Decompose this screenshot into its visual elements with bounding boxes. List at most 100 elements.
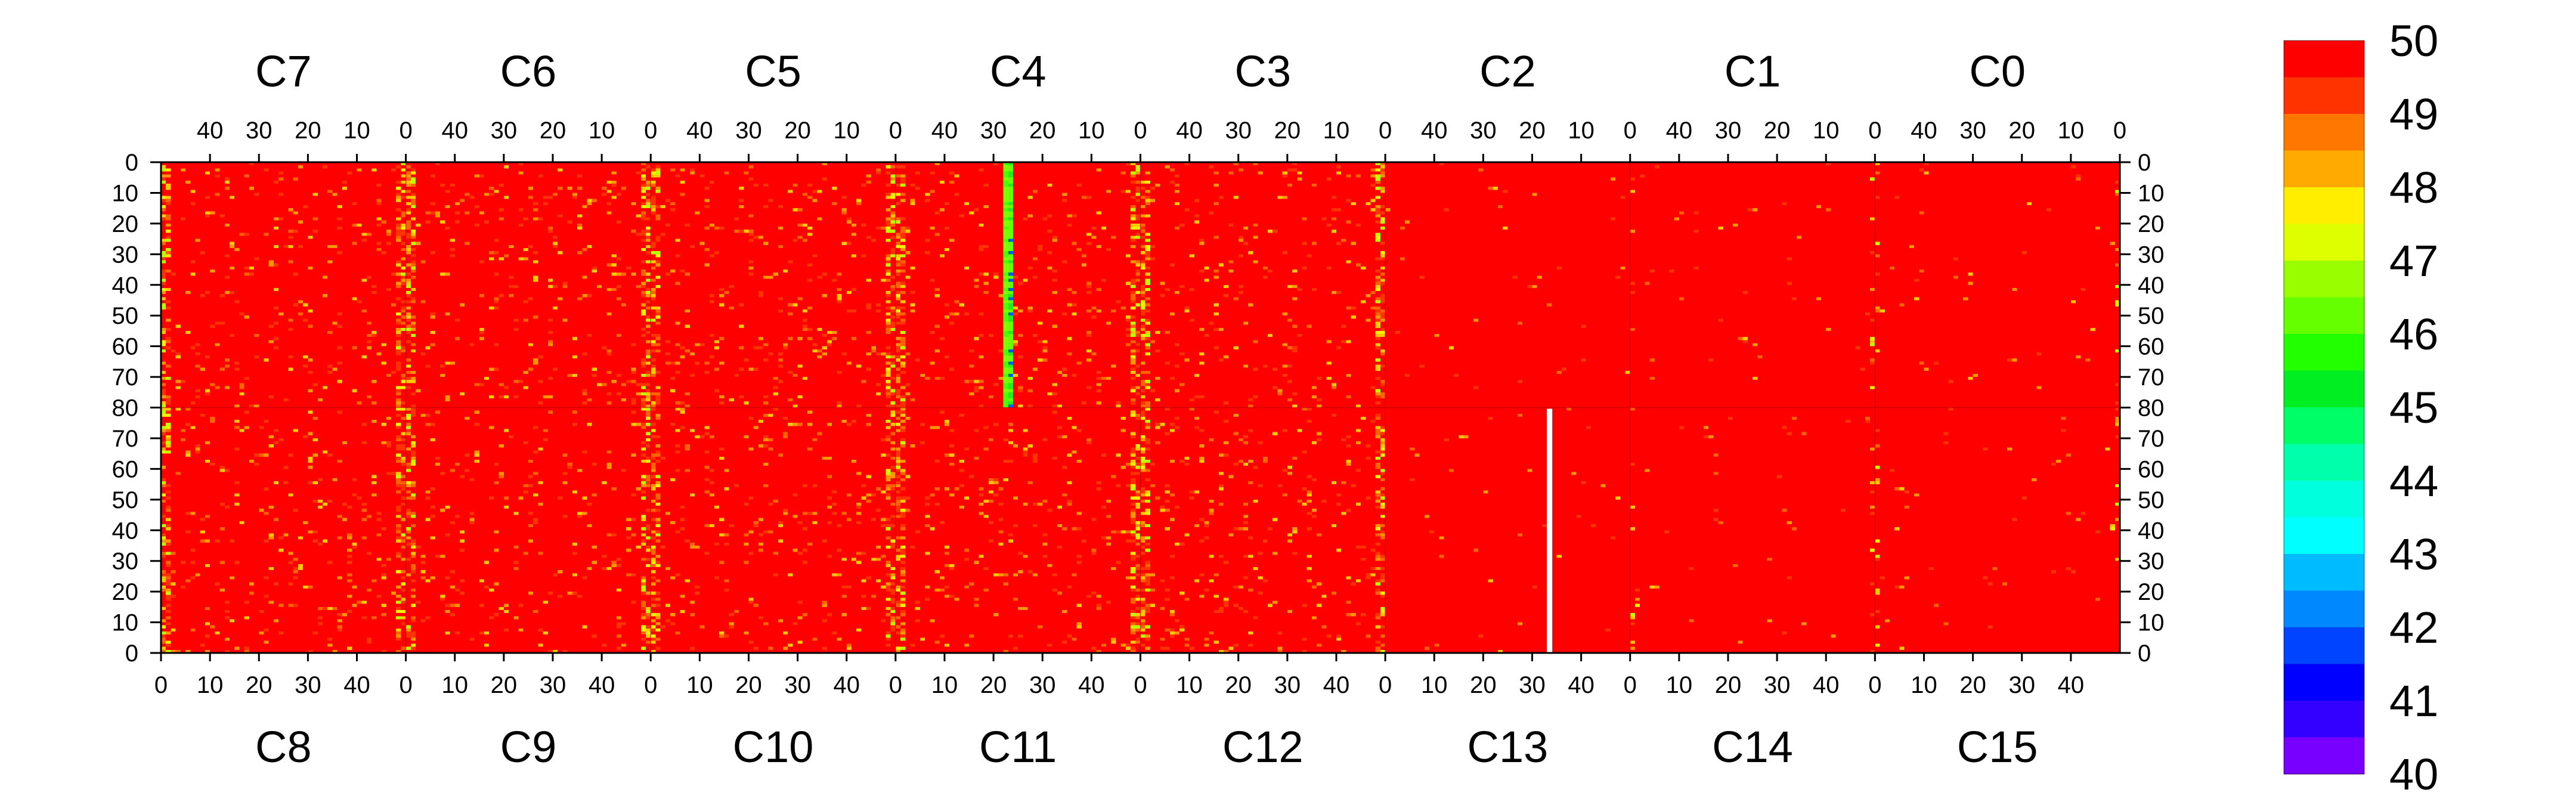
left-tick-label: 60 xyxy=(112,456,139,482)
top-tick-label: 10 xyxy=(1568,117,1594,144)
top-tick-label: 10 xyxy=(1813,117,1840,144)
bottom-tick-label: 10 xyxy=(1911,672,1937,698)
bottom-tick-label: 0 xyxy=(889,672,902,698)
bottom-tick-label: 40 xyxy=(1323,672,1350,698)
left-tick-label: 0 xyxy=(125,150,138,176)
top-tick-label: 40 xyxy=(931,117,958,144)
bottom-tick-label: 40 xyxy=(589,672,615,698)
bottom-tick-label: 10 xyxy=(1176,672,1203,698)
bottom-tick-label: 30 xyxy=(540,672,566,698)
color-scale-bar: 50 49 48 47 46 45 44 43 42 41 40 xyxy=(2283,16,2438,799)
colorbar-label: 43 xyxy=(2389,530,2438,579)
panel-label-c0: C0 xyxy=(1969,47,2026,96)
bottom-tick-label: 30 xyxy=(784,672,811,698)
left-tick-label: 70 xyxy=(112,426,139,452)
bottom-tick-label: 30 xyxy=(1764,672,1791,698)
bottom-tick-label: 10 xyxy=(197,672,224,698)
left-tick-label: 60 xyxy=(112,334,139,360)
right-tick-label: 60 xyxy=(2138,334,2165,360)
left-tick-label: 0 xyxy=(125,640,138,667)
top-tick-label: 40 xyxy=(1421,117,1448,144)
bottom-tick-label: 0 xyxy=(644,672,657,698)
colorbar-label: 45 xyxy=(2389,383,2438,432)
bottom-tick-label: 20 xyxy=(735,672,762,698)
bottom-tick-label: 10 xyxy=(1421,672,1448,698)
panel-label-c6: C6 xyxy=(500,47,557,96)
top-tick-label: 20 xyxy=(1274,117,1301,144)
colorbar-label: 49 xyxy=(2389,89,2438,139)
right-y-ticks: 0 10 20 30 40 50 60 70 80 70 60 50 40 30 20 10 0 xyxy=(2120,150,2165,667)
colorbar-segment xyxy=(2284,77,2364,114)
bottom-tick-label: 0 xyxy=(1379,672,1392,698)
empty-column-gap xyxy=(1547,408,1553,653)
panel-label-c5: C5 xyxy=(745,47,801,96)
colorbar-segment xyxy=(2284,370,2364,408)
colorbar-segment xyxy=(2284,481,2364,518)
bottom-tick-label: 40 xyxy=(1078,672,1105,698)
top-tick-label: 10 xyxy=(589,117,615,144)
bottom-tick-label: 20 xyxy=(1225,672,1252,698)
left-tick-label: 70 xyxy=(112,364,139,391)
colorbar-segment xyxy=(2284,517,2364,555)
panel-label-c9: C9 xyxy=(500,722,557,772)
left-tick-label: 40 xyxy=(112,518,139,544)
top-tick-label: 30 xyxy=(491,117,518,144)
right-tick-label: 50 xyxy=(2138,487,2165,513)
colorbar-segment xyxy=(2284,224,2364,261)
panel-label-c14: C14 xyxy=(1712,722,1793,772)
right-tick-label: 10 xyxy=(2138,180,2165,206)
top-tick-label: 30 xyxy=(1715,117,1742,144)
right-tick-label: 0 xyxy=(2138,640,2151,667)
top-tick-label: 10 xyxy=(1078,117,1105,144)
bottom-tick-label: 40 xyxy=(1813,672,1840,698)
top-tick-label: 30 xyxy=(246,117,273,144)
panel-label-c2: C2 xyxy=(1479,47,1536,96)
bottom-tick-label: 10 xyxy=(442,672,469,698)
colorbar-label: 44 xyxy=(2389,456,2438,506)
colorbar-segment xyxy=(2284,334,2364,371)
top-tick-label: 40 xyxy=(1176,117,1203,144)
bottom-tick-label: 30 xyxy=(1029,672,1056,698)
colorbar-label: 41 xyxy=(2389,676,2438,726)
colorbar-label: 40 xyxy=(2389,750,2438,799)
top-tick-label: 20 xyxy=(1029,117,1056,144)
bottom-tick-label: 20 xyxy=(1959,672,1986,698)
bottom-tick-label: 40 xyxy=(1568,672,1594,698)
left-tick-label: 30 xyxy=(112,549,139,575)
left-tick-label: 80 xyxy=(112,395,139,422)
left-tick-label: 50 xyxy=(112,487,139,513)
panel-label-c7: C7 xyxy=(255,47,312,96)
panel-label-c11: C11 xyxy=(979,722,1057,772)
panel-label-c3: C3 xyxy=(1235,47,1292,96)
top-tick-label: 0 xyxy=(2113,117,2126,144)
top-tick-label: 40 xyxy=(1666,117,1693,144)
bottom-tick-label: 30 xyxy=(295,672,321,698)
bottom-tick-label: 20 xyxy=(1715,672,1742,698)
bottom-tick-label: 0 xyxy=(1868,672,1881,698)
top-tick-label: 0 xyxy=(1624,117,1637,144)
bottom-tick-label: 0 xyxy=(400,672,413,698)
top-tick-label: 0 xyxy=(644,117,657,144)
bottom-tick-label: 0 xyxy=(1134,672,1147,698)
top-tick-label: 20 xyxy=(2009,117,2036,144)
colorbar-segment xyxy=(2284,407,2364,444)
colorbar-frame xyxy=(2283,40,2365,775)
right-tick-label: 70 xyxy=(2138,426,2165,452)
bottom-tick-label: 0 xyxy=(1624,672,1637,698)
panel-label-c1: C1 xyxy=(1724,47,1781,96)
right-tick-label: 60 xyxy=(2138,456,2165,482)
colorbar-label: 48 xyxy=(2389,163,2438,212)
right-tick-label: 50 xyxy=(2138,303,2165,329)
left-tick-label: 50 xyxy=(112,303,139,329)
bottom-tick-label: 30 xyxy=(1274,672,1301,698)
panel-label-c15: C15 xyxy=(1957,722,2038,772)
right-tick-label: 0 xyxy=(2138,150,2151,176)
right-tick-label: 30 xyxy=(2138,242,2165,268)
left-tick-label: 20 xyxy=(112,211,139,237)
top-tick-label: 30 xyxy=(735,117,762,144)
top-tick-label: 10 xyxy=(2058,117,2085,144)
colorbar-label: 47 xyxy=(2389,236,2438,286)
panel-label-c4: C4 xyxy=(990,47,1046,96)
top-tick-label: 20 xyxy=(295,117,321,144)
